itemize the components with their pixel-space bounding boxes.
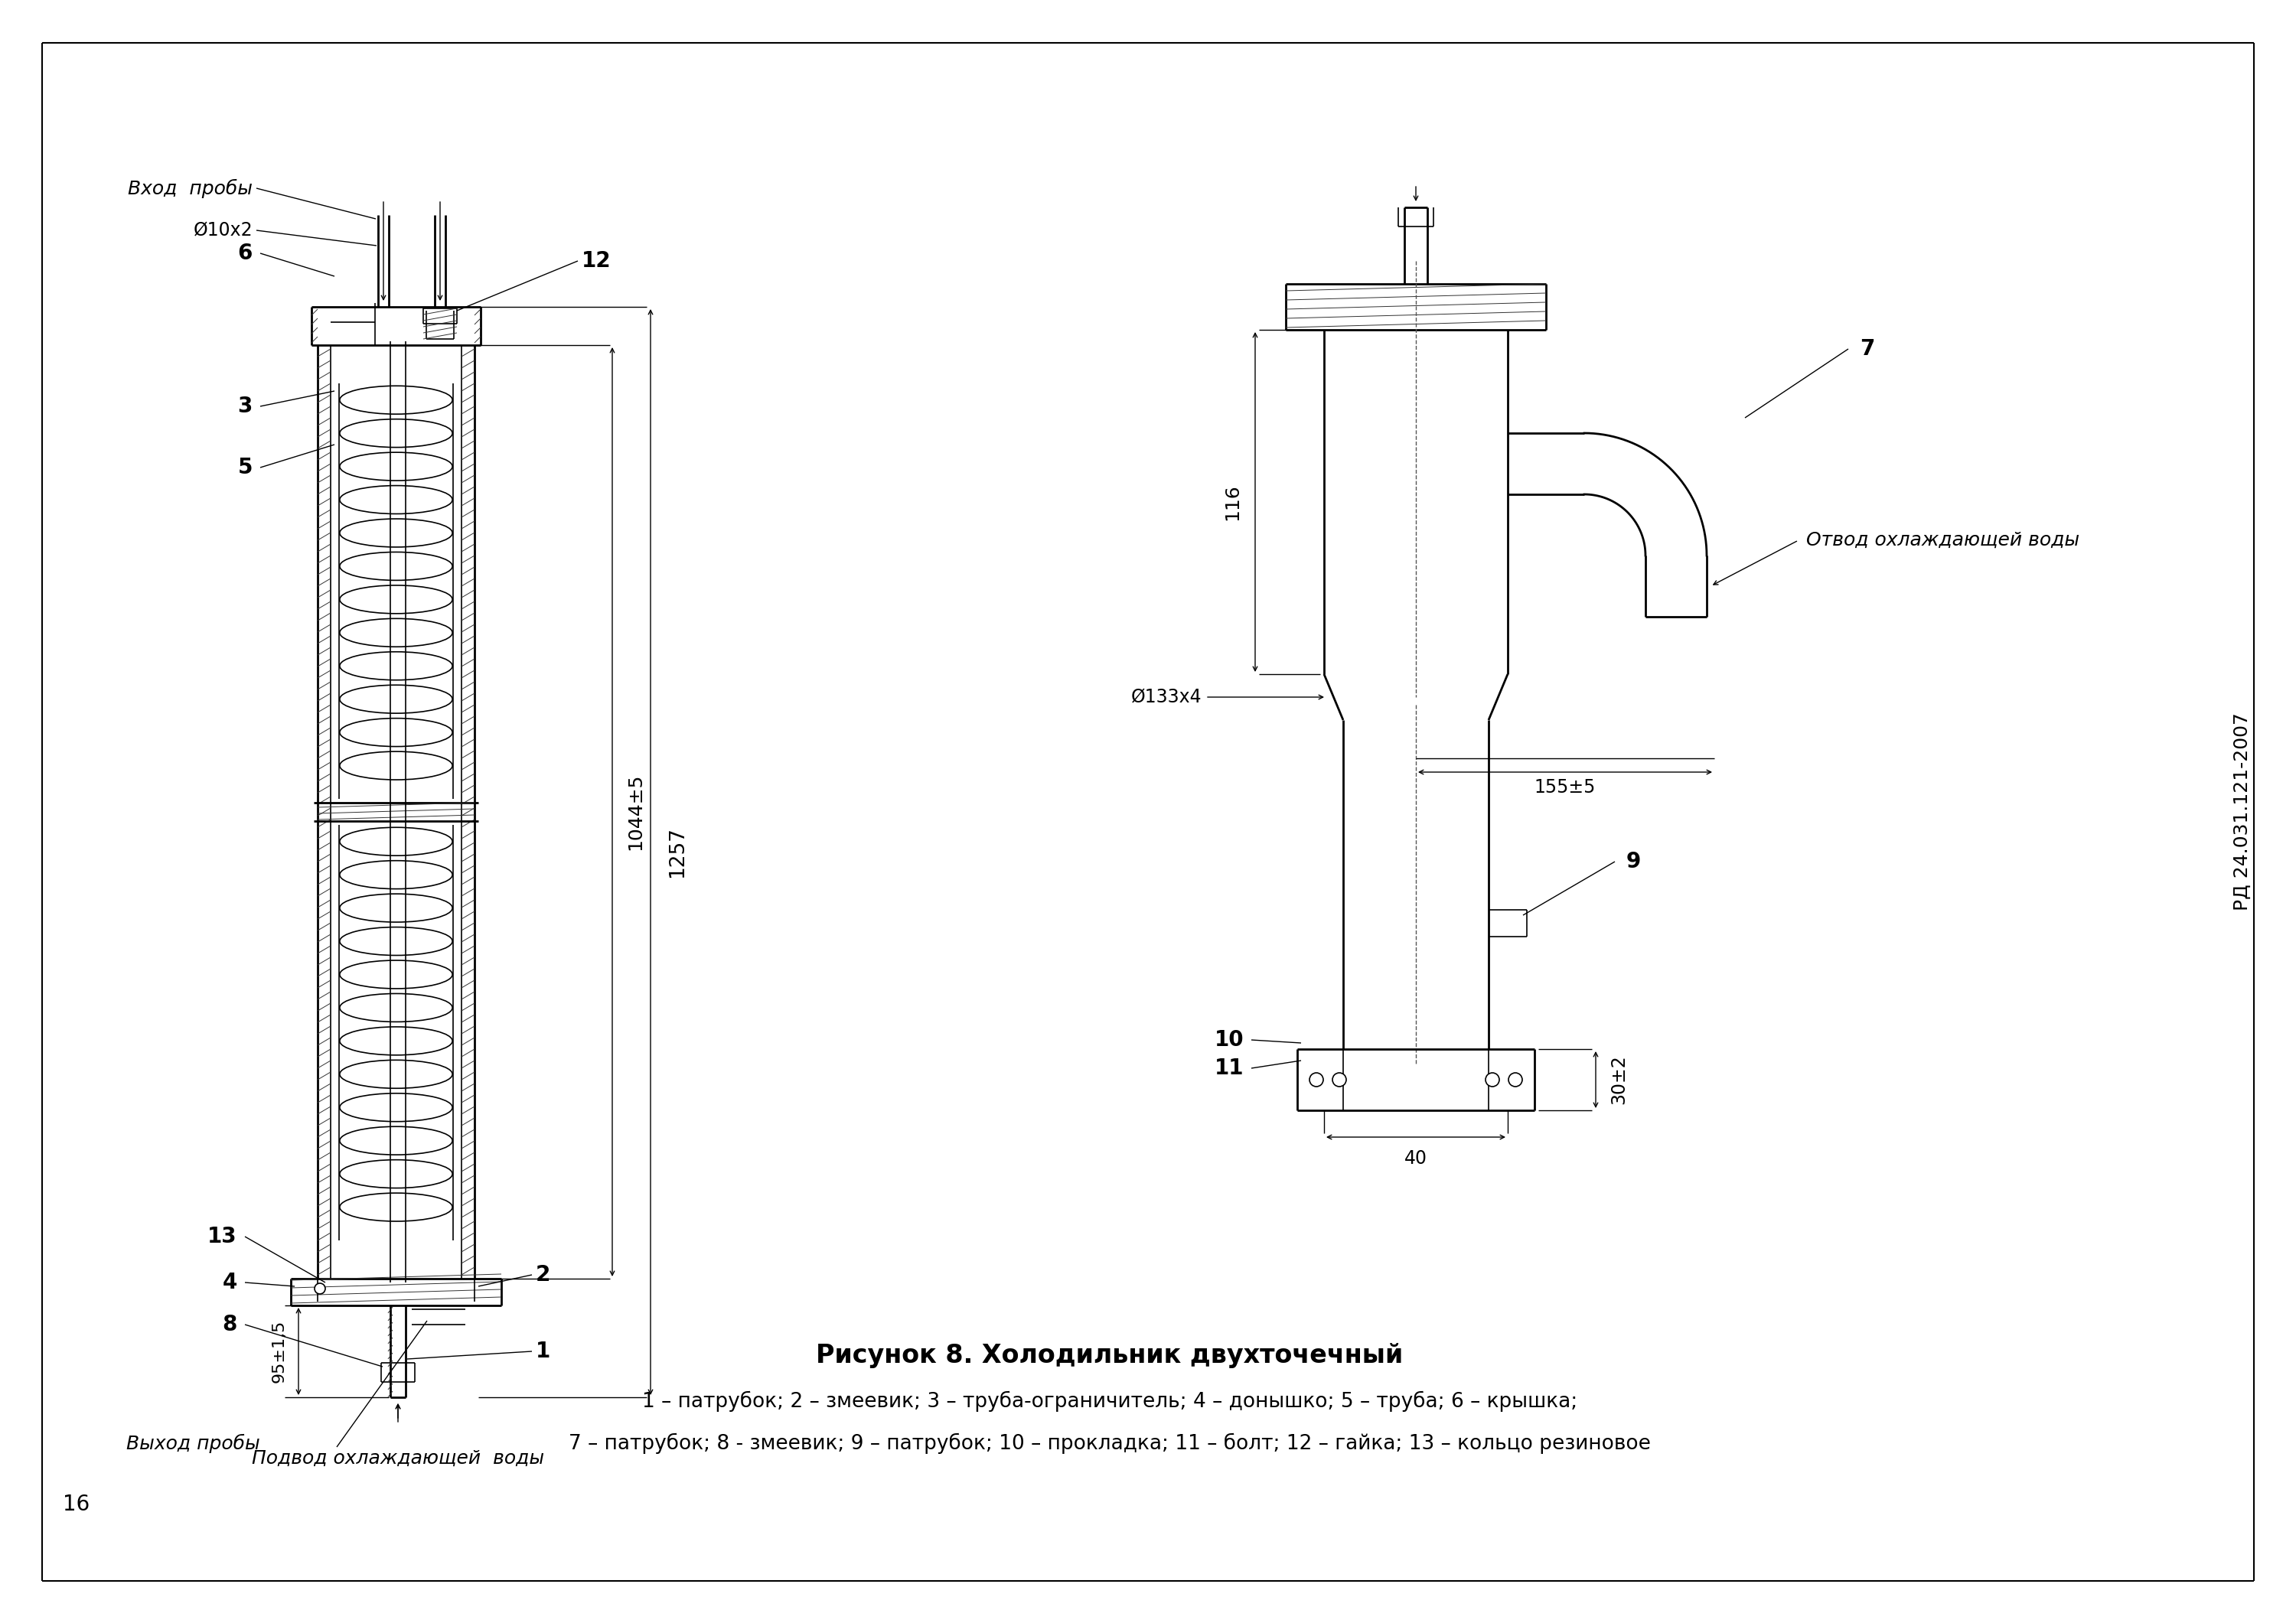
Text: 5: 5 bbox=[239, 456, 253, 479]
Text: 116: 116 bbox=[1224, 484, 1242, 521]
Circle shape bbox=[315, 1284, 326, 1294]
Ellipse shape bbox=[340, 751, 452, 779]
Text: 3: 3 bbox=[239, 396, 253, 417]
Text: 13: 13 bbox=[207, 1225, 236, 1248]
Ellipse shape bbox=[340, 1126, 452, 1156]
Text: 2: 2 bbox=[535, 1264, 551, 1285]
Text: Подвод охлаждающей  воды: Подвод охлаждающей воды bbox=[253, 1449, 544, 1467]
Circle shape bbox=[1508, 1073, 1522, 1086]
Text: Рисунок 8. Холодильник двухточечный: Рисунок 8. Холодильник двухточечный bbox=[815, 1342, 1403, 1368]
Text: 155±5: 155±5 bbox=[1534, 777, 1596, 797]
Text: 95±1,5: 95±1,5 bbox=[271, 1319, 287, 1383]
Text: 30±2: 30±2 bbox=[1609, 1055, 1628, 1105]
Ellipse shape bbox=[340, 519, 452, 547]
Text: Ø133x4: Ø133x4 bbox=[1130, 688, 1201, 706]
Ellipse shape bbox=[340, 1193, 452, 1220]
Ellipse shape bbox=[340, 828, 452, 855]
Circle shape bbox=[1486, 1073, 1499, 1086]
Ellipse shape bbox=[340, 552, 452, 581]
Text: Вход  пробы: Вход пробы bbox=[129, 179, 253, 198]
Ellipse shape bbox=[340, 927, 452, 956]
Ellipse shape bbox=[340, 894, 452, 922]
Ellipse shape bbox=[340, 485, 452, 514]
Text: Отвод охлаждающей воды: Отвод охлаждающей воды bbox=[1807, 531, 2080, 550]
Text: 8: 8 bbox=[223, 1315, 236, 1336]
Text: 1 – патрубок; 2 – змеевик; 3 – труба-ограничитель; 4 – донышко; 5 – труба; 6 – к: 1 – патрубок; 2 – змеевик; 3 – труба-огр… bbox=[643, 1391, 1577, 1412]
Ellipse shape bbox=[340, 618, 452, 648]
Text: Ø10x2: Ø10x2 bbox=[193, 221, 253, 240]
Text: 10: 10 bbox=[1215, 1029, 1244, 1050]
Ellipse shape bbox=[340, 860, 452, 889]
Text: 7: 7 bbox=[1860, 338, 1874, 360]
Text: 4: 4 bbox=[223, 1272, 236, 1294]
Ellipse shape bbox=[340, 1160, 452, 1188]
Text: 12: 12 bbox=[581, 250, 611, 271]
Ellipse shape bbox=[340, 453, 452, 480]
Circle shape bbox=[1309, 1073, 1322, 1086]
Text: 6: 6 bbox=[239, 242, 253, 265]
Ellipse shape bbox=[340, 961, 452, 988]
Ellipse shape bbox=[340, 652, 452, 680]
Ellipse shape bbox=[340, 586, 452, 613]
Text: РД 24.031.121-2007: РД 24.031.121-2007 bbox=[2234, 712, 2252, 911]
Text: 7 – патрубок; 8 - змеевик; 9 – патрубок; 10 – прокладка; 11 – болт; 12 – гайка; : 7 – патрубок; 8 - змеевик; 9 – патрубок;… bbox=[569, 1433, 1651, 1454]
Ellipse shape bbox=[340, 419, 452, 448]
Ellipse shape bbox=[340, 1094, 452, 1121]
Text: 1044±5: 1044±5 bbox=[627, 774, 645, 850]
Text: 11: 11 bbox=[1215, 1058, 1244, 1079]
Circle shape bbox=[1332, 1073, 1345, 1086]
Text: 40: 40 bbox=[1405, 1149, 1428, 1167]
Text: Выход пробы: Выход пробы bbox=[126, 1433, 259, 1453]
Ellipse shape bbox=[340, 719, 452, 747]
Ellipse shape bbox=[340, 993, 452, 1022]
Ellipse shape bbox=[340, 685, 452, 712]
Ellipse shape bbox=[340, 1027, 452, 1055]
Ellipse shape bbox=[340, 1060, 452, 1089]
Ellipse shape bbox=[340, 386, 452, 414]
Text: 16: 16 bbox=[62, 1493, 90, 1516]
Text: 9: 9 bbox=[1626, 850, 1642, 872]
Text: 1257: 1257 bbox=[668, 826, 687, 878]
Text: 1: 1 bbox=[535, 1341, 551, 1362]
